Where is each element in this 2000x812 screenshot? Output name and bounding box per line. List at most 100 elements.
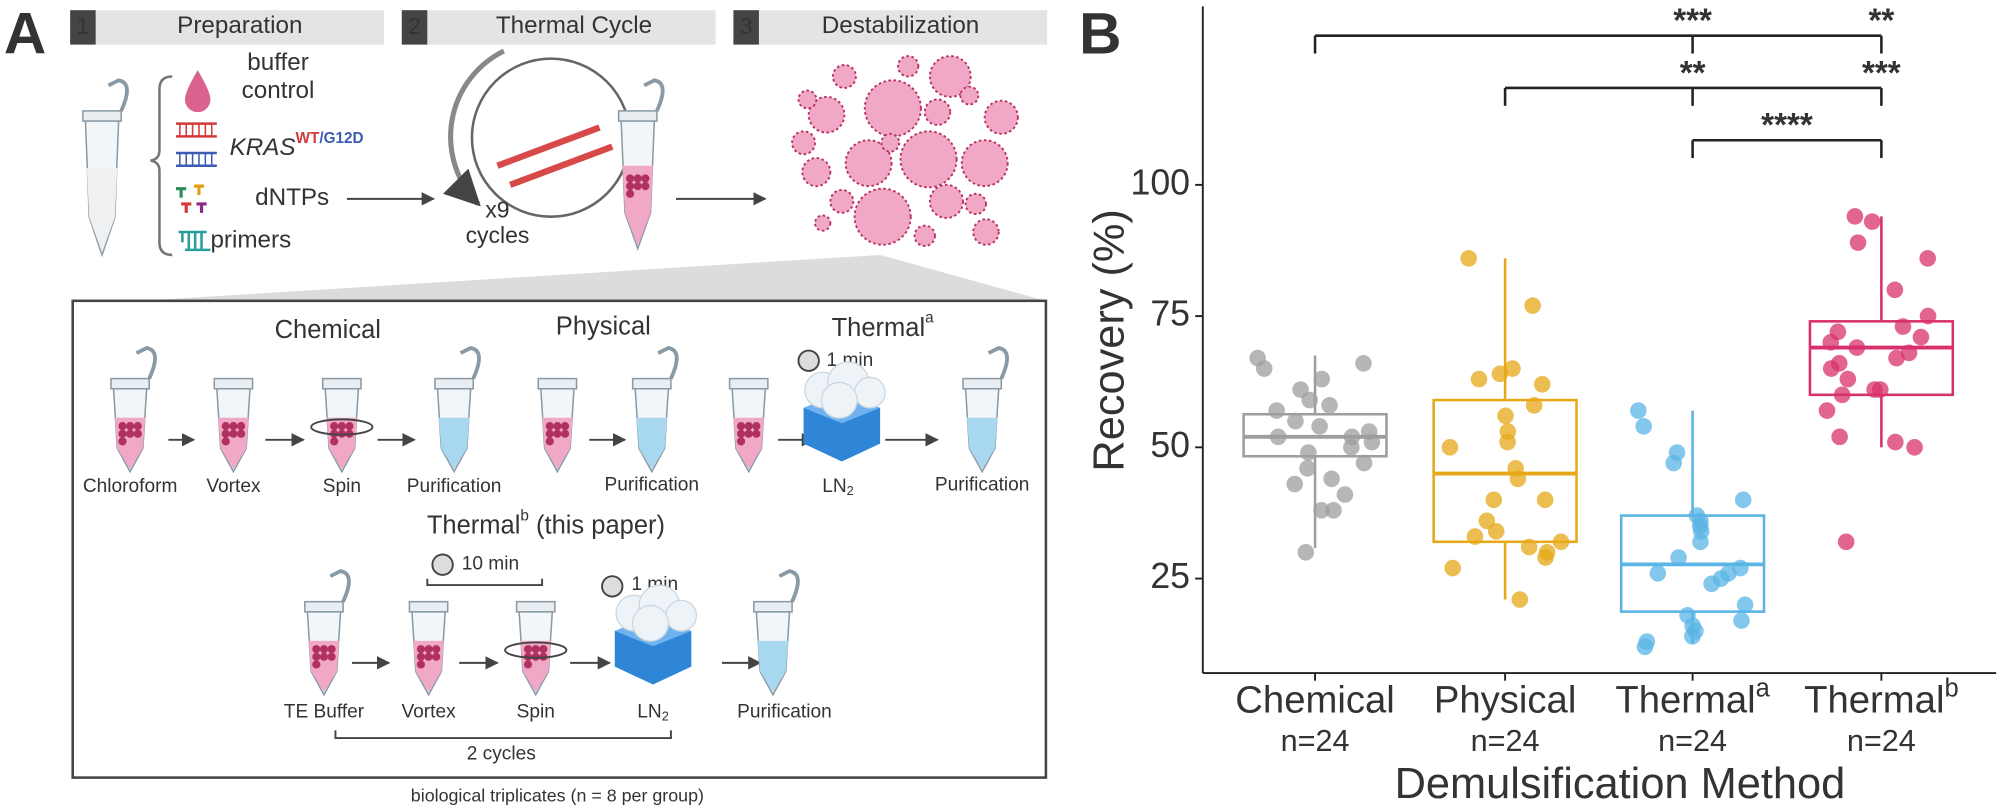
tube-cap xyxy=(110,377,150,390)
dna-icon xyxy=(496,124,601,169)
droplet-dot xyxy=(319,645,329,654)
data-point xyxy=(1355,355,1372,372)
step-label: Chloroform xyxy=(83,476,178,497)
tube-lid xyxy=(107,78,129,112)
category-count: n=24 xyxy=(1471,724,1540,758)
panel-label: B xyxy=(1079,2,1121,67)
data-point xyxy=(1919,307,1937,325)
data-point xyxy=(1886,281,1904,299)
data-point xyxy=(1684,628,1701,645)
tube-cap xyxy=(617,110,658,122)
droplet-dot xyxy=(221,437,230,446)
category-name: Chemical xyxy=(1235,678,1394,721)
clock-icon xyxy=(431,553,454,576)
reagent-label: buffer xyxy=(247,49,309,76)
data-point xyxy=(1497,407,1514,425)
y-tick-label: 100 xyxy=(1130,162,1190,202)
droplet-dot xyxy=(424,652,433,661)
clock-icon xyxy=(601,575,624,598)
data-point xyxy=(1460,250,1477,267)
droplet-dot xyxy=(432,645,441,654)
reagent-label: dNTPs xyxy=(255,184,329,211)
tube-cap xyxy=(753,600,793,613)
method-note: (this paper) xyxy=(529,511,665,539)
brace xyxy=(150,75,173,257)
panel-label: A xyxy=(4,2,46,67)
data-point xyxy=(1441,439,1459,456)
droplet xyxy=(831,64,857,89)
droplet-dot xyxy=(641,174,650,183)
data-point xyxy=(1299,460,1316,477)
data-point xyxy=(1919,250,1936,267)
droplet-dot xyxy=(319,652,329,661)
dntp-icon xyxy=(176,187,187,198)
significance-label: ** xyxy=(1680,55,1706,92)
data-point xyxy=(1649,565,1667,582)
reagent-label: KRASWT/G12D xyxy=(230,130,364,162)
data-point xyxy=(1912,328,1930,346)
data-point xyxy=(1363,433,1381,451)
y-tick-label: 75 xyxy=(1150,294,1190,334)
droplet xyxy=(928,183,964,219)
droplet-dot xyxy=(626,182,635,191)
step-title: Destabilization xyxy=(822,12,980,39)
data-point xyxy=(1321,397,1338,414)
panel-b: B Recovery (%) Demulsification Method 25… xyxy=(1079,2,1997,808)
droplet-dot xyxy=(752,429,761,438)
data-point xyxy=(1863,213,1881,230)
droplet xyxy=(807,95,846,134)
droplet-dot xyxy=(545,421,554,431)
data-point xyxy=(1888,349,1905,367)
droplet xyxy=(983,99,1019,135)
data-point xyxy=(1537,549,1554,566)
droplet-dot xyxy=(531,645,540,654)
step-number: 1 xyxy=(77,13,90,39)
step-number-box xyxy=(70,10,96,45)
ln-label: LN xyxy=(637,702,661,723)
data-point xyxy=(1833,386,1851,404)
data-point xyxy=(1822,334,1840,351)
tube-cap xyxy=(728,377,769,390)
data-point xyxy=(1343,439,1360,456)
tube-lid xyxy=(657,346,679,380)
droplet-dot xyxy=(337,421,346,431)
data-point xyxy=(1301,391,1319,409)
category-superscript: b xyxy=(1944,674,1958,702)
tube-icon xyxy=(962,346,1009,474)
droplet-dot xyxy=(126,421,135,431)
dntp-icon xyxy=(193,184,205,196)
zoom-projection xyxy=(140,254,1046,301)
droplet-dot xyxy=(330,437,339,446)
droplet-dot xyxy=(312,652,321,661)
tube-icon xyxy=(321,377,362,474)
data-point xyxy=(1837,533,1855,551)
droplet xyxy=(829,188,855,214)
data-point xyxy=(1848,339,1866,356)
tube-icon xyxy=(110,346,157,474)
tube-icon xyxy=(515,600,556,697)
data-point xyxy=(1733,612,1750,629)
data-point xyxy=(1487,523,1505,540)
data-point xyxy=(1509,470,1527,488)
data-point xyxy=(1269,428,1287,446)
droplet-dot xyxy=(416,652,425,661)
data-point xyxy=(1286,475,1303,493)
tube-lid xyxy=(643,78,665,112)
y-tick-label: 50 xyxy=(1150,425,1190,465)
vapor xyxy=(665,599,698,632)
tube-liquid xyxy=(86,167,118,253)
data-point xyxy=(1287,412,1304,430)
droplet-dot xyxy=(330,421,339,431)
step-label: LN2 xyxy=(822,476,854,498)
footnote: biological triplicates (n = 8 per group) xyxy=(411,785,704,805)
tube-cap xyxy=(82,110,122,122)
droplet-dot xyxy=(236,429,246,438)
method-title: Chemical xyxy=(275,316,381,344)
ln2-icon xyxy=(803,361,886,462)
dntp-icon xyxy=(196,202,207,213)
droplet-dot xyxy=(744,429,753,438)
tube-icon xyxy=(753,569,800,697)
droplet-dot xyxy=(432,652,441,661)
dntp-icon xyxy=(181,202,192,213)
cycle-circle xyxy=(470,57,632,218)
